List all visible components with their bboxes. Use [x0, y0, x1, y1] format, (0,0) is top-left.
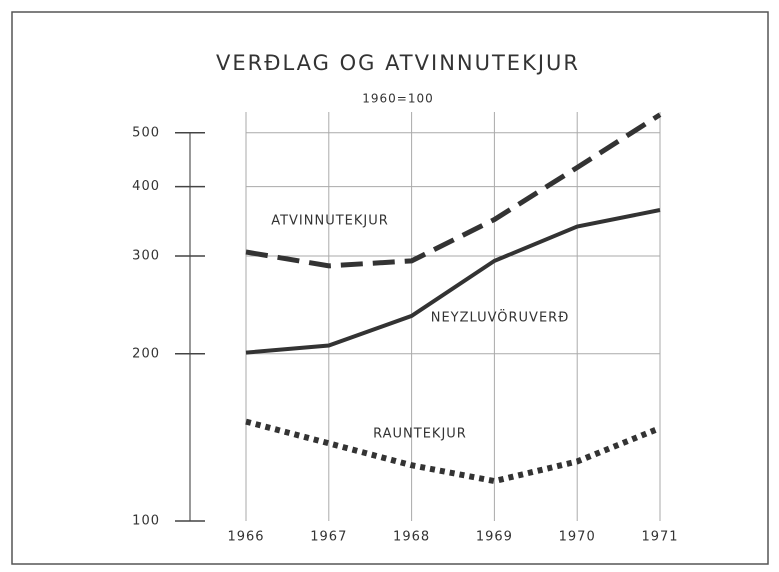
x-tick-label: 1970	[559, 530, 596, 545]
y-tick-label: 400	[132, 179, 160, 194]
y-tick-label: 300	[132, 249, 160, 264]
line	[245, 418, 662, 485]
line	[245, 208, 661, 355]
series-label: NEYZLUVÖRUVERÐ	[431, 309, 570, 326]
x-tick-label: 1967	[310, 530, 347, 545]
x-tick-label: 1966	[227, 530, 264, 545]
frame	[11, 11, 769, 565]
line	[245, 112, 662, 269]
x-tick-label: 1968	[393, 530, 430, 545]
y-tick-label: 500	[132, 125, 160, 140]
y-tick-label: 200	[132, 346, 160, 361]
chart-subtitle: 1960=100	[362, 92, 434, 106]
series-label: RAUNTEKJUR	[373, 427, 467, 442]
y-tick-label: 100	[132, 514, 160, 529]
chart-title: VERÐLAG OG ATVINNUTEKJUR	[216, 51, 580, 75]
x-tick-label: 1969	[476, 530, 513, 545]
x-tick-label: 1971	[641, 530, 678, 545]
series-label: ATVINNUTEKJUR	[271, 214, 389, 229]
